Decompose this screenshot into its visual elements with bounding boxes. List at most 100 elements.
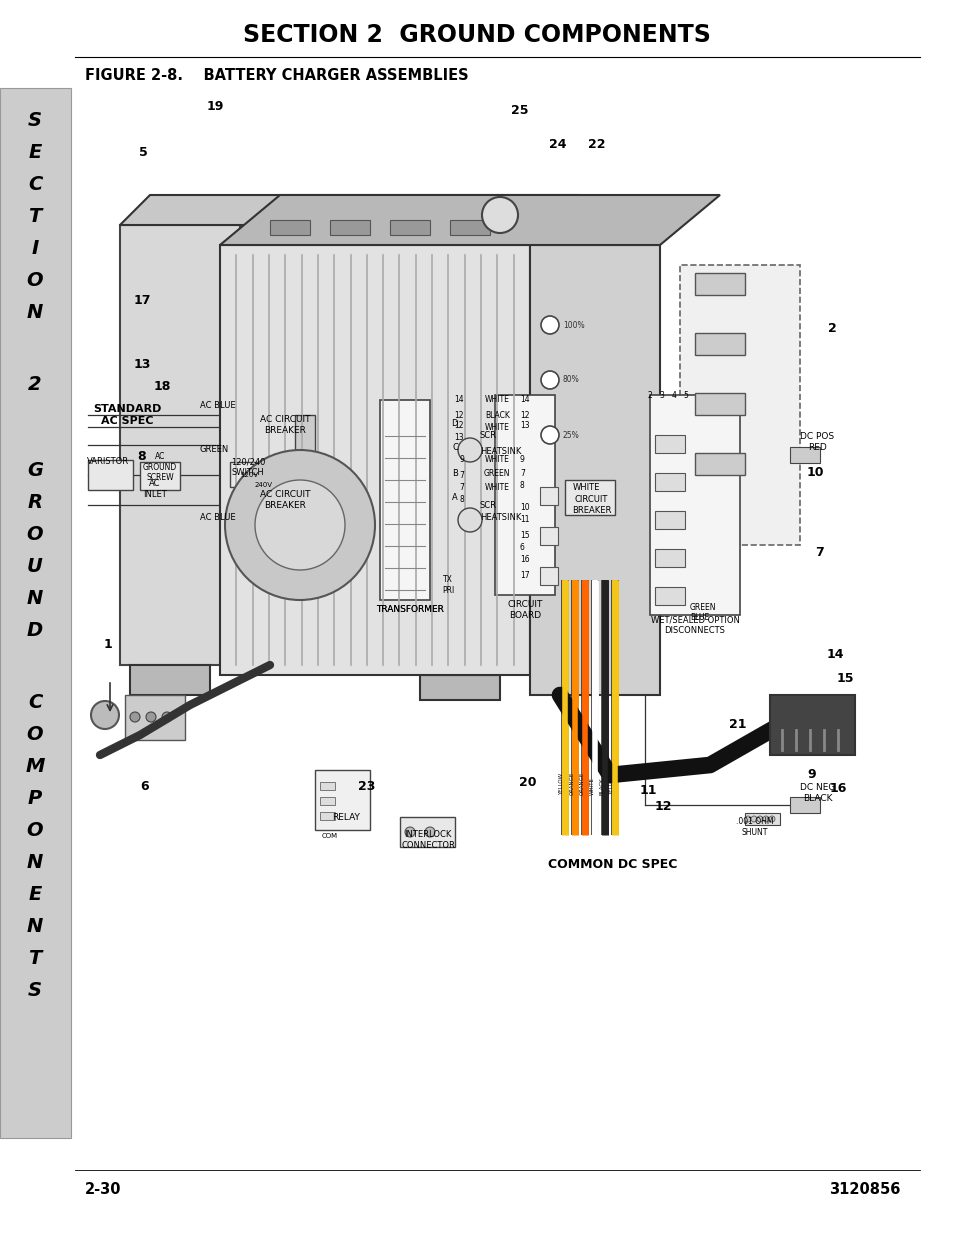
Text: WHITE: WHITE xyxy=(485,395,510,405)
Text: A: A xyxy=(452,494,457,503)
Text: 240V: 240V xyxy=(254,482,273,488)
Circle shape xyxy=(225,450,375,600)
Bar xyxy=(75,90,919,805)
Text: .001 OHM
SHUNT: .001 OHM SHUNT xyxy=(736,818,773,836)
Text: 10: 10 xyxy=(805,467,822,479)
Text: 2: 2 xyxy=(29,374,42,394)
Text: AC
GROUND
SCREW: AC GROUND SCREW xyxy=(143,452,177,482)
Text: 3120856: 3120856 xyxy=(828,1182,899,1198)
Bar xyxy=(655,587,684,605)
Text: 16: 16 xyxy=(519,556,529,564)
Text: 15: 15 xyxy=(519,531,529,540)
Text: 25: 25 xyxy=(511,104,528,116)
Text: GREEN: GREEN xyxy=(689,604,716,613)
Text: 13: 13 xyxy=(454,433,463,442)
Text: BLUE: BLUE xyxy=(689,614,708,622)
Text: 1: 1 xyxy=(104,638,112,652)
Polygon shape xyxy=(220,195,720,245)
Polygon shape xyxy=(120,225,240,664)
Text: WHITE: WHITE xyxy=(485,422,510,431)
Text: 11: 11 xyxy=(519,515,529,525)
Text: AC BLUE: AC BLUE xyxy=(200,400,235,410)
Text: O: O xyxy=(27,821,43,841)
Text: N: N xyxy=(27,853,43,872)
Text: WHITE: WHITE xyxy=(589,777,594,795)
Circle shape xyxy=(146,713,156,722)
Bar xyxy=(695,393,744,415)
Text: COM: COM xyxy=(321,832,337,839)
Circle shape xyxy=(130,713,140,722)
Bar xyxy=(695,333,744,354)
Text: 120/240
SWITCH: 120/240 SWITCH xyxy=(231,457,265,477)
Text: YELLOW: YELLOW xyxy=(558,773,564,795)
Bar xyxy=(789,797,820,813)
Text: 7: 7 xyxy=(458,471,463,479)
Bar xyxy=(744,813,780,825)
Text: R: R xyxy=(28,494,43,513)
Text: 2: 2 xyxy=(647,390,652,399)
Bar xyxy=(649,395,740,615)
Text: C: C xyxy=(28,694,42,713)
Text: AC
INLET: AC INLET xyxy=(143,479,167,499)
Text: 8: 8 xyxy=(137,451,146,463)
Circle shape xyxy=(768,816,774,823)
Bar xyxy=(220,245,530,676)
Bar xyxy=(655,473,684,492)
Bar xyxy=(789,447,820,463)
Text: U: U xyxy=(27,557,43,577)
Text: TRANSFORMER: TRANSFORMER xyxy=(375,605,443,615)
Bar xyxy=(695,273,744,295)
Text: AC CIRCUIT
BREAKER: AC CIRCUIT BREAKER xyxy=(259,415,310,435)
Circle shape xyxy=(757,816,762,823)
Text: N: N xyxy=(27,918,43,936)
Circle shape xyxy=(744,816,750,823)
Text: 9: 9 xyxy=(458,456,463,464)
Circle shape xyxy=(424,827,435,837)
Text: O: O xyxy=(27,725,43,745)
Text: B: B xyxy=(452,468,457,478)
Text: 12: 12 xyxy=(454,420,463,430)
Text: 16: 16 xyxy=(828,782,846,794)
Text: 12: 12 xyxy=(454,410,463,420)
Bar xyxy=(530,245,659,695)
Bar xyxy=(319,811,335,820)
Circle shape xyxy=(254,480,345,571)
Text: COMMON DC SPEC: COMMON DC SPEC xyxy=(548,858,677,872)
Text: 80%: 80% xyxy=(562,375,579,384)
Text: INTERLOCK
CONNECTOR: INTERLOCK CONNECTOR xyxy=(400,830,455,850)
Circle shape xyxy=(540,370,558,389)
Bar xyxy=(125,695,185,740)
Text: GREEN: GREEN xyxy=(483,468,510,478)
Text: 13: 13 xyxy=(519,420,529,430)
Circle shape xyxy=(750,816,757,823)
Text: 120V: 120V xyxy=(240,472,258,478)
Text: 19: 19 xyxy=(206,100,223,114)
Text: SECTION 2  GROUND COMPONENTS: SECTION 2 GROUND COMPONENTS xyxy=(243,23,710,47)
Text: 4: 4 xyxy=(671,390,676,399)
Bar xyxy=(379,400,430,600)
Bar xyxy=(140,462,180,490)
Text: C: C xyxy=(452,443,457,452)
Bar xyxy=(230,462,274,487)
Text: 24: 24 xyxy=(549,138,566,152)
Text: O: O xyxy=(27,526,43,545)
Text: 2-30: 2-30 xyxy=(85,1182,121,1198)
Text: S: S xyxy=(28,110,42,130)
Bar xyxy=(419,676,499,700)
Text: BLACK: BLACK xyxy=(485,410,510,420)
Bar xyxy=(270,220,310,235)
Text: 12: 12 xyxy=(519,410,529,420)
Text: AC CIRCUIT
BREAKER: AC CIRCUIT BREAKER xyxy=(259,490,310,510)
Text: DC POS
RED: DC POS RED xyxy=(800,432,833,452)
Bar xyxy=(319,782,335,790)
Text: 14: 14 xyxy=(454,395,463,405)
Bar xyxy=(88,459,132,490)
Text: DC NEG
BLACK: DC NEG BLACK xyxy=(800,783,835,803)
Circle shape xyxy=(540,316,558,333)
Circle shape xyxy=(457,438,481,462)
Text: WET/SEALED OPTION
DISCONNECTS: WET/SEALED OPTION DISCONNECTS xyxy=(650,615,739,635)
Bar xyxy=(390,220,430,235)
Bar xyxy=(769,695,854,755)
Bar xyxy=(450,220,490,235)
Text: 7: 7 xyxy=(458,483,463,492)
